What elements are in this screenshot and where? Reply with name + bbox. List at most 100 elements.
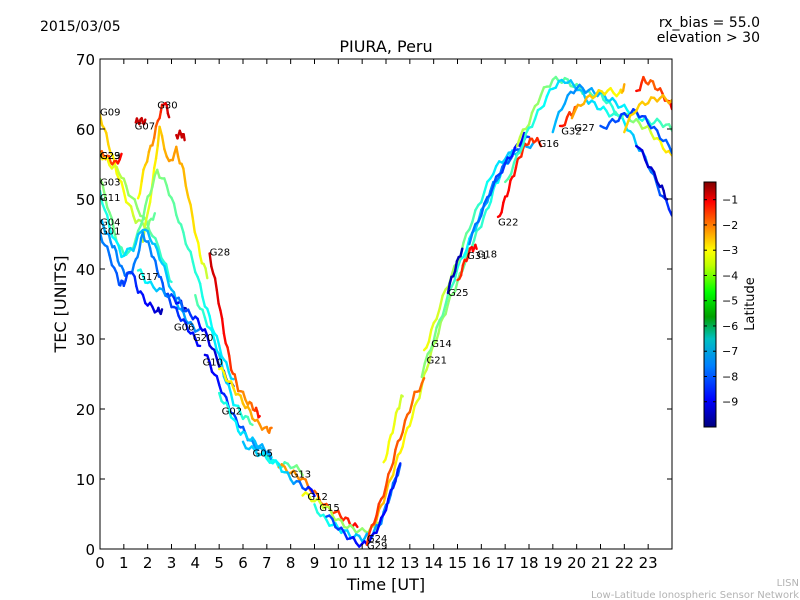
series-segment bbox=[217, 383, 223, 394]
x-tick-label: 2 bbox=[143, 554, 153, 572]
series-segment bbox=[148, 246, 154, 258]
series-segment bbox=[377, 516, 383, 527]
series-segment bbox=[124, 184, 130, 197]
series-segment bbox=[219, 309, 224, 320]
series-g28 bbox=[208, 252, 261, 419]
satellite-label-g15: G15 bbox=[319, 503, 339, 514]
series-segment bbox=[384, 481, 390, 495]
series-gc2 bbox=[175, 129, 186, 142]
series-segment bbox=[520, 147, 525, 158]
series-segment bbox=[446, 294, 452, 306]
series-segment bbox=[382, 485, 388, 498]
series-segment bbox=[504, 151, 510, 161]
series-segment bbox=[103, 194, 109, 209]
series-segment bbox=[208, 361, 214, 373]
series-segment bbox=[652, 170, 659, 184]
series-segment bbox=[453, 266, 459, 282]
series-segment bbox=[286, 471, 292, 481]
series-segment bbox=[228, 355, 233, 371]
series-segment bbox=[166, 271, 171, 282]
rx-bias-label: rx_bias = 55.0 bbox=[659, 15, 760, 31]
series-gd10 bbox=[623, 93, 672, 134]
series-segment bbox=[152, 157, 158, 170]
series-segment bbox=[138, 180, 143, 195]
series-segment bbox=[151, 173, 157, 189]
series-segment bbox=[122, 190, 128, 204]
series-segment bbox=[203, 316, 209, 328]
series-segment bbox=[117, 244, 123, 259]
satellite-label-g02: G02 bbox=[222, 406, 242, 417]
series-g02 bbox=[217, 391, 273, 462]
x-tick-label: 23 bbox=[639, 554, 658, 572]
series-segment bbox=[105, 157, 111, 167]
series-segment bbox=[168, 279, 173, 284]
series-segment bbox=[375, 524, 381, 534]
y-tick-label: 60 bbox=[76, 121, 95, 139]
series-segment bbox=[524, 135, 531, 139]
series-segment bbox=[110, 217, 116, 234]
series-segment bbox=[386, 440, 391, 455]
series-segment bbox=[157, 245, 163, 260]
series-segment bbox=[411, 404, 416, 419]
series-g12 bbox=[301, 491, 380, 535]
series-g31 bbox=[456, 243, 478, 282]
series-segment bbox=[196, 317, 202, 329]
series-segment bbox=[118, 152, 123, 161]
satellite-label-g27: G27 bbox=[574, 123, 594, 134]
series-segment bbox=[163, 147, 168, 158]
series-segment bbox=[391, 463, 397, 477]
series-segment bbox=[257, 415, 261, 419]
series-segment bbox=[399, 430, 404, 441]
series-segment bbox=[401, 419, 407, 434]
series-segment bbox=[515, 135, 522, 148]
series-segment bbox=[310, 488, 316, 498]
series-segment bbox=[141, 204, 147, 221]
series-segment bbox=[154, 237, 160, 248]
satellite-label-g20: G20 bbox=[193, 333, 213, 344]
series-segment bbox=[154, 144, 160, 160]
series-segment bbox=[206, 334, 211, 347]
series-segment bbox=[206, 307, 211, 318]
series-segment bbox=[155, 168, 161, 179]
series-segment bbox=[621, 83, 626, 93]
series-segment bbox=[384, 472, 390, 488]
series-segment bbox=[132, 242, 138, 253]
series-segment bbox=[408, 416, 414, 427]
series-segment bbox=[124, 271, 129, 282]
x-tick-label: 16 bbox=[472, 554, 491, 572]
series-segment bbox=[129, 205, 135, 218]
series-segment bbox=[166, 112, 171, 119]
satellite-label-g05: G05 bbox=[253, 448, 273, 459]
series-segment bbox=[444, 302, 450, 316]
series-segment bbox=[632, 133, 638, 147]
satellite-label-g01: G01 bbox=[100, 227, 120, 238]
series-segment bbox=[520, 131, 526, 143]
series-segment bbox=[191, 217, 196, 234]
series-segment bbox=[175, 145, 180, 158]
series-segment bbox=[213, 276, 219, 292]
series-segment bbox=[145, 150, 151, 163]
series-segment bbox=[163, 177, 168, 187]
series-segment bbox=[408, 401, 414, 414]
colorbar bbox=[703, 181, 717, 428]
x-tick-label: 7 bbox=[262, 554, 272, 572]
series-segment bbox=[236, 404, 242, 415]
series-segment bbox=[548, 78, 554, 88]
series-segment bbox=[229, 393, 235, 407]
series-segment bbox=[397, 400, 402, 410]
series-segment bbox=[113, 160, 118, 175]
series-segment bbox=[551, 120, 557, 134]
series-segment bbox=[171, 151, 176, 162]
colorbar-tick-label: −5 bbox=[722, 295, 738, 308]
series-segment bbox=[164, 262, 170, 274]
series-segment bbox=[136, 248, 141, 259]
series-segment bbox=[365, 532, 371, 546]
x-tick-label: 1 bbox=[119, 554, 129, 572]
series-segment bbox=[655, 129, 662, 140]
x-tick-label: 6 bbox=[238, 554, 248, 572]
series-segment bbox=[208, 252, 213, 268]
series-segment bbox=[186, 195, 192, 207]
series-segment bbox=[400, 394, 404, 398]
series-segment bbox=[182, 231, 188, 246]
